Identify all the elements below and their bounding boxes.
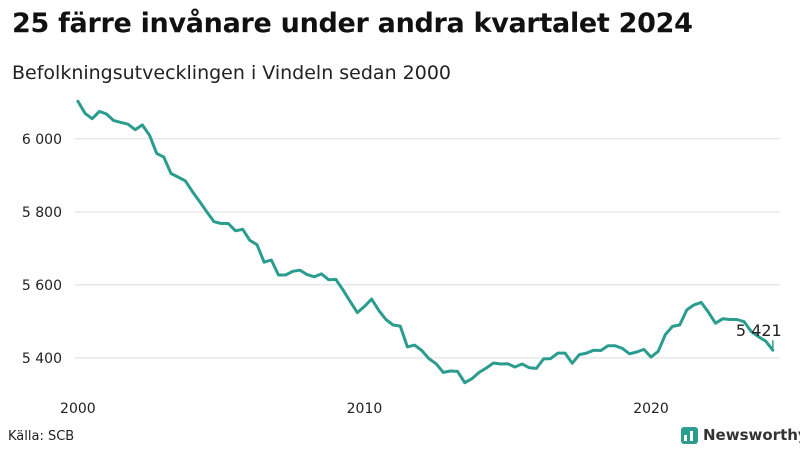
y-axis-labels: 5 400 5 600 5 800 6 000 bbox=[22, 132, 62, 367]
y-tick-label: 5 400 bbox=[22, 351, 62, 367]
population-line bbox=[76, 99, 775, 385]
y-tick-label: 5 800 bbox=[22, 205, 62, 221]
x-tick-label: 2000 bbox=[60, 401, 96, 417]
chart-subtitle: Befolkningsutvecklingen i Vindeln sedan … bbox=[12, 62, 452, 84]
brand-name: Newsworthy bbox=[703, 426, 800, 444]
chart-title: 25 färre invånare under andra kvartalet … bbox=[12, 8, 693, 39]
source-note: Källa: SCB bbox=[8, 429, 75, 444]
x-tick-label: 2010 bbox=[347, 401, 383, 417]
y-tick-label: 5 600 bbox=[22, 278, 62, 294]
brand-logo: Newsworthy bbox=[681, 426, 800, 444]
y-tick-label: 6 000 bbox=[22, 132, 62, 148]
bar-chart-icon bbox=[681, 426, 698, 444]
end-value-label: 5 421 bbox=[736, 321, 782, 340]
x-axis-labels: 2000 2010 2020 bbox=[60, 401, 669, 417]
x-tick-label: 2020 bbox=[633, 401, 669, 417]
